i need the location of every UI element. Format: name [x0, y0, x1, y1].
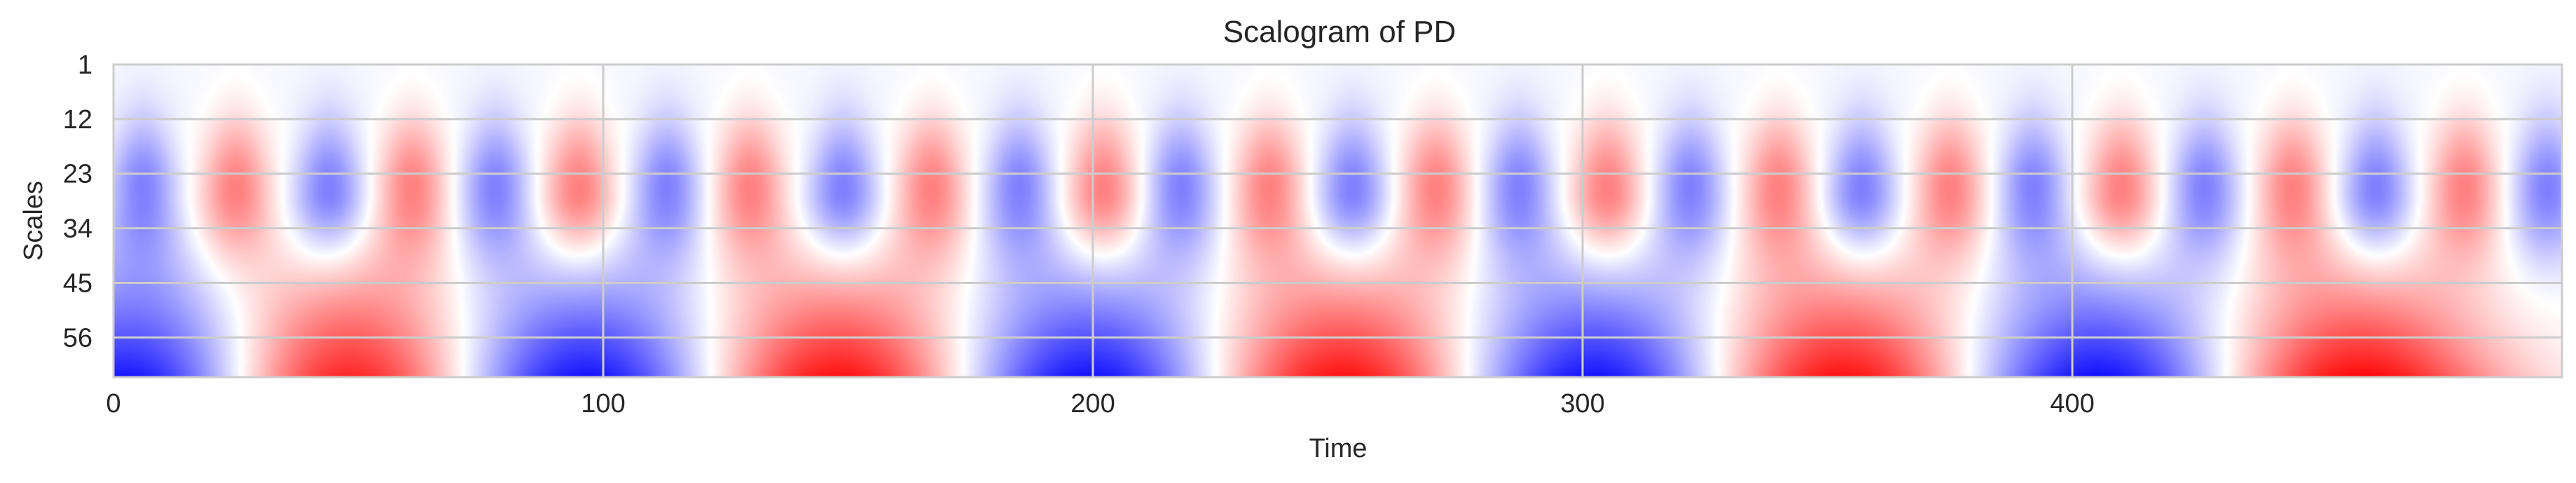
chart-title: Scalogram of PD: [1223, 15, 1456, 49]
x-tick-label: 0: [106, 389, 120, 419]
y-axis-label: Scales: [19, 181, 48, 261]
x-tick-label: 100: [581, 389, 625, 419]
x-axis-label: Time: [1309, 434, 1367, 463]
y-tick-label: 34: [63, 215, 92, 244]
x-tick-label: 200: [1070, 389, 1115, 419]
plot-frame: [112, 63, 2563, 379]
x-tick-label: 400: [2050, 389, 2094, 419]
scalogram-heatmap: [113, 64, 2562, 377]
y-tick-label: 45: [63, 268, 92, 298]
y-tick-label: 1: [78, 50, 92, 80]
y-tick-label: 23: [63, 160, 92, 189]
y-axis-ticks: 1 12 23 34 45 56: [63, 50, 92, 353]
x-tick-label: 300: [1560, 389, 1604, 419]
y-tick-label: 56: [63, 323, 92, 353]
x-axis-ticks: 0 100 200 300 400: [106, 389, 2094, 419]
y-tick-label: 12: [63, 105, 92, 135]
